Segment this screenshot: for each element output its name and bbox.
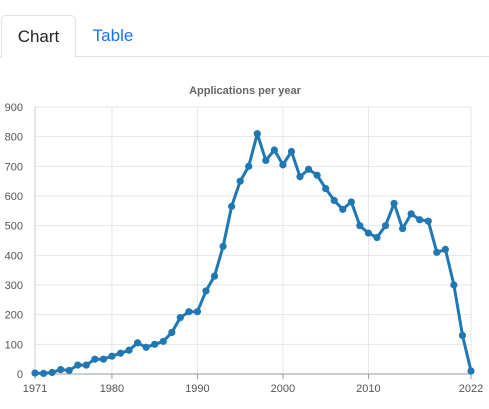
- tab-bar: Chart Table: [0, 0, 489, 58]
- data-point[interactable]: [159, 337, 167, 345]
- data-point[interactable]: [313, 171, 321, 179]
- data-point[interactable]: [364, 229, 373, 237]
- data-point[interactable]: [202, 287, 210, 295]
- series-line: [34, 132, 473, 375]
- data-point[interactable]: [339, 205, 347, 213]
- y-tick-label: 300: [5, 280, 23, 292]
- data-point[interactable]: [330, 196, 338, 205]
- data-point[interactable]: [82, 361, 90, 369]
- chart-title: Applications per year: [189, 85, 302, 97]
- data-point[interactable]: [219, 242, 227, 251]
- series-applications: [31, 130, 475, 378]
- data-point[interactable]: [279, 161, 287, 169]
- data-point[interactable]: [441, 245, 449, 253]
- data-point[interactable]: [125, 346, 133, 354]
- line-chart: Applications per year 0 100 200 300 400 500 60…: [5, 85, 484, 395]
- data-point[interactable]: [91, 355, 99, 363]
- data-point[interactable]: [142, 343, 150, 351]
- data-point[interactable]: [356, 222, 364, 230]
- data-point[interactable]: [99, 355, 107, 363]
- data-point[interactable]: [373, 233, 381, 242]
- data-point[interactable]: [347, 198, 355, 206]
- data-point[interactable]: [133, 339, 142, 347]
- data-point[interactable]: [185, 308, 193, 316]
- x-tick-label: 1990: [185, 383, 209, 395]
- data-point[interactable]: [57, 365, 65, 374]
- data-point[interactable]: [39, 369, 48, 378]
- data-point[interactable]: [210, 272, 219, 280]
- data-point[interactable]: [65, 366, 73, 375]
- y-tick-label: 600: [5, 191, 23, 203]
- data-point[interactable]: [31, 369, 39, 377]
- data-point[interactable]: [245, 162, 253, 170]
- data-point[interactable]: [390, 199, 398, 208]
- data-point[interactable]: [236, 177, 244, 185]
- data-point[interactable]: [176, 314, 184, 322]
- data-point[interactable]: [151, 340, 159, 348]
- x-tick-label: 1980: [100, 383, 124, 395]
- data-point[interactable]: [467, 367, 475, 375]
- x-tick-label: 2000: [271, 383, 295, 395]
- data-point[interactable]: [74, 361, 82, 369]
- data-point[interactable]: [381, 222, 390, 230]
- data-point[interactable]: [253, 130, 261, 138]
- data-point[interactable]: [228, 202, 236, 210]
- data-point[interactable]: [270, 146, 278, 154]
- data-point[interactable]: [287, 147, 296, 156]
- data-point[interactable]: [116, 349, 125, 357]
- data-point[interactable]: [108, 352, 116, 360]
- data-point[interactable]: [48, 368, 56, 377]
- data-point[interactable]: [407, 210, 415, 218]
- data-point[interactable]: [168, 328, 176, 337]
- x-tick-label: 2010: [356, 383, 380, 395]
- y-tick-label: 500: [5, 221, 23, 233]
- data-point[interactable]: [450, 281, 458, 289]
- data-point[interactable]: [458, 331, 467, 340]
- tab-table[interactable]: Table: [92, 26, 134, 45]
- data-point[interactable]: [296, 173, 304, 181]
- data-point[interactable]: [433, 248, 441, 256]
- data-point[interactable]: [416, 216, 424, 224]
- x-axis: 1971 1980 1990 2000 2010 2022: [23, 373, 483, 395]
- x-tick-label: 2022: [459, 383, 483, 395]
- data-point[interactable]: [304, 165, 313, 173]
- y-tick-label: 800: [5, 132, 23, 144]
- data-point[interactable]: [262, 156, 270, 164]
- y-tick-label: 0: [17, 369, 23, 381]
- y-tick-label: 400: [5, 250, 23, 262]
- y-tick-label: 100: [5, 339, 23, 351]
- y-tick-label: 900: [5, 102, 23, 114]
- data-point[interactable]: [399, 225, 407, 233]
- data-point[interactable]: [193, 308, 202, 316]
- data-point[interactable]: [322, 184, 330, 193]
- y-tick-label: 200: [5, 310, 23, 322]
- x-tick-label: 1971: [23, 383, 47, 395]
- y-tick-label: 700: [5, 161, 23, 173]
- data-point[interactable]: [424, 217, 432, 225]
- y-axis: 0 100 200 300 400 500 600 700 800 900: [5, 102, 36, 381]
- tab-chart[interactable]: Chart: [1, 15, 76, 58]
